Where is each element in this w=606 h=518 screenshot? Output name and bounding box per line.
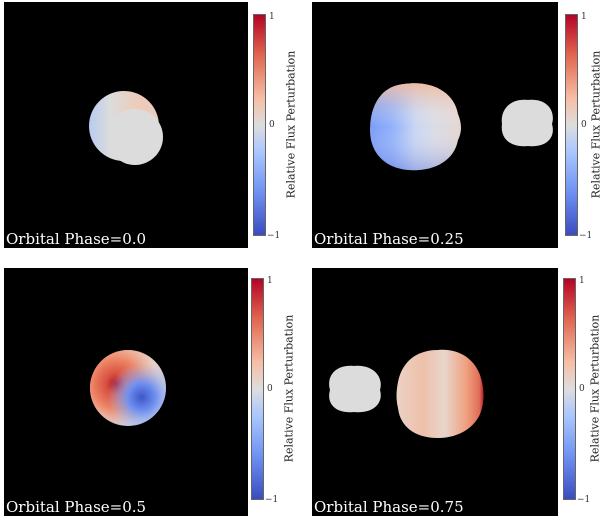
phase-label: Orbital Phase=0.0 [6, 230, 147, 248]
star-image-phase-075: Orbital Phase=0.75 [312, 268, 558, 516]
colorbar [251, 278, 264, 500]
colorbar [565, 14, 578, 236]
panel-phase-0: Orbital Phase=0.0 1 0 −1 Relative Flux P… [0, 0, 300, 250]
phase-label: Orbital Phase=0.75 [314, 498, 464, 516]
colorbar-tick-mid: 0 [269, 120, 275, 130]
binary-render-phase-075 [329, 349, 484, 438]
companion-star [329, 365, 381, 413]
companion-star [107, 109, 163, 165]
phase-label: Orbital Phase=0.5 [6, 498, 147, 516]
colorbar-tick-min: −1 [579, 231, 593, 241]
binary-render-phase-05 [90, 350, 166, 426]
colorbar-tick-max: 1 [581, 12, 587, 22]
panel-phase-075: Orbital Phase=0.75 1 0 −1 Relative Flux … [310, 266, 606, 518]
star-image-phase-05: Orbital Phase=0.5 [4, 268, 248, 516]
colorbar-tick-min: −1 [267, 231, 281, 241]
colorbar [563, 278, 576, 500]
binary-render-phase-025 [370, 83, 553, 171]
colorbar-title: Relative Flux Perturbation [284, 50, 298, 199]
colorbar-title: Relative Flux Perturbation [589, 50, 603, 199]
colorbar-tick-max: 1 [579, 276, 585, 286]
star-image-phase-0: Orbital Phase=0.0 [4, 2, 248, 248]
star-image-phase-025: Orbital Phase=0.25 [312, 2, 558, 248]
colorbar-tick-mid: 0 [581, 120, 587, 130]
phase-label: Orbital Phase=0.25 [314, 230, 464, 248]
colorbar-tick-max: 1 [269, 12, 275, 22]
colorbar [253, 14, 266, 236]
panel-phase-05: Orbital Phase=0.5 1 0 −1 Relative Flux P… [0, 266, 300, 518]
colorbar-tick-max: 1 [267, 276, 273, 286]
colorbar-tick-min: −1 [265, 495, 279, 505]
companion-star [501, 99, 553, 147]
binary-render-phase-0 [89, 91, 163, 165]
panel-phase-025: Orbital Phase=0.25 1 0 −1 Relative Flux … [310, 0, 606, 250]
primary-star [396, 349, 484, 438]
colorbar-title: Relative Flux Perturbation [282, 314, 296, 463]
colorbar-tick-mid: 0 [267, 384, 273, 394]
colorbar-title: Relative Flux Perturbation [588, 314, 602, 463]
colorbar-tick-min: −1 [577, 495, 591, 505]
colorbar-tick-mid: 0 [579, 384, 585, 394]
